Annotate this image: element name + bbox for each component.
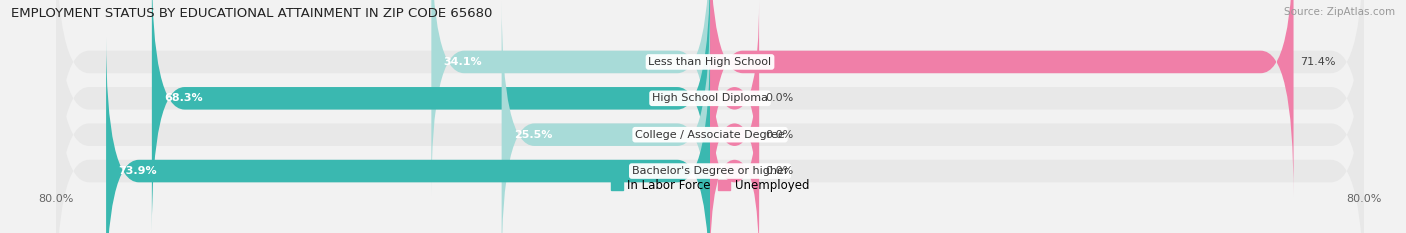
FancyBboxPatch shape <box>502 0 710 233</box>
Text: College / Associate Degree: College / Associate Degree <box>636 130 785 140</box>
Text: 0.0%: 0.0% <box>766 166 794 176</box>
FancyBboxPatch shape <box>152 0 710 233</box>
FancyBboxPatch shape <box>105 37 710 233</box>
Text: 71.4%: 71.4% <box>1301 57 1336 67</box>
FancyBboxPatch shape <box>432 0 710 196</box>
FancyBboxPatch shape <box>710 0 759 196</box>
FancyBboxPatch shape <box>710 73 759 233</box>
Text: EMPLOYMENT STATUS BY EDUCATIONAL ATTAINMENT IN ZIP CODE 65680: EMPLOYMENT STATUS BY EDUCATIONAL ATTAINM… <box>11 7 492 20</box>
Text: 68.3%: 68.3% <box>165 93 202 103</box>
FancyBboxPatch shape <box>56 37 1364 233</box>
Text: 25.5%: 25.5% <box>515 130 553 140</box>
Text: Bachelor's Degree or higher: Bachelor's Degree or higher <box>631 166 789 176</box>
Text: Source: ZipAtlas.com: Source: ZipAtlas.com <box>1284 7 1395 17</box>
Text: 73.9%: 73.9% <box>118 166 157 176</box>
FancyBboxPatch shape <box>56 0 1364 233</box>
Text: 0.0%: 0.0% <box>766 130 794 140</box>
Legend: In Labor Force, Unemployed: In Labor Force, Unemployed <box>606 175 814 197</box>
Text: 0.0%: 0.0% <box>766 93 794 103</box>
FancyBboxPatch shape <box>56 0 1364 196</box>
Text: High School Diploma: High School Diploma <box>652 93 768 103</box>
FancyBboxPatch shape <box>710 37 759 233</box>
Text: 34.1%: 34.1% <box>444 57 482 67</box>
Text: Less than High School: Less than High School <box>648 57 772 67</box>
FancyBboxPatch shape <box>56 0 1364 233</box>
FancyBboxPatch shape <box>710 0 1294 196</box>
